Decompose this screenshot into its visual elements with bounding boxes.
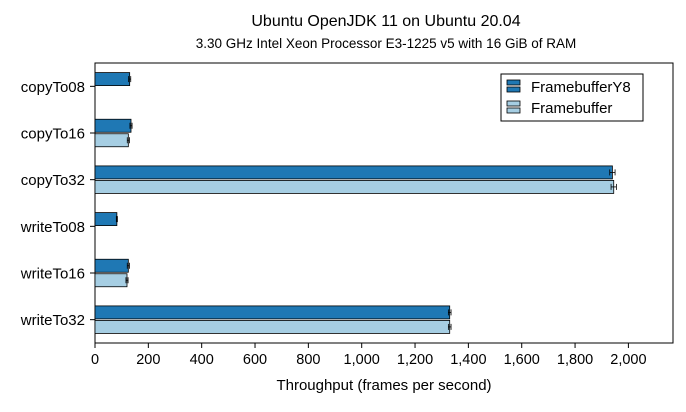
legend: FramebufferY8 Framebuffer <box>500 73 644 122</box>
bar-framebuffery8-copyto16 <box>94 118 132 133</box>
x-axis-label: Throughput (frames per second) <box>276 377 491 394</box>
legend-label-framebuffery8: FramebufferY8 <box>531 79 631 96</box>
legend-swatch-framebuffer <box>506 107 521 114</box>
bar-framebuffery8-writeto16 <box>94 258 129 273</box>
bar-framebuffer-copyto16 <box>94 133 129 148</box>
bar-framebuffer-copyto32 <box>94 180 615 194</box>
x-tick-label: 600 <box>243 352 267 368</box>
bar-framebuffery8-copyto32 <box>94 165 613 180</box>
bar-framebuffery8-copyto08 <box>94 72 131 86</box>
category-label-copyto08: copyTo08 <box>21 79 85 96</box>
x-tick-label: 200 <box>136 352 160 368</box>
category-label-writeto32: writeTo32 <box>20 312 85 329</box>
bar-framebuffery8-writeto08 <box>94 212 118 226</box>
category-labels: copyTo08 copyTo16 copyTo32 writeTo08 writeTo… <box>20 79 95 329</box>
x-tick-label: 1,000 <box>344 352 380 368</box>
x-tick-label: 1,600 <box>504 352 540 368</box>
legend-label-framebuffer: Framebuffer <box>531 100 612 117</box>
x-tick-label: 400 <box>190 352 214 368</box>
plot-area <box>94 62 674 344</box>
chart-subtitle: 3.30 GHz Intel Xeon Processor E3-1225 v5… <box>196 36 576 51</box>
x-tick-label: 1,400 <box>450 352 486 368</box>
category-label-writeto08: writeTo08 <box>20 219 85 236</box>
category-label-copyto16: copyTo16 <box>21 126 85 143</box>
bar-framebuffer-writeto32 <box>94 320 451 334</box>
legend-swatch-framebuffer <box>506 100 521 107</box>
category-label-copyto32: copyTo32 <box>21 172 85 189</box>
legend-box <box>500 73 644 122</box>
x-tick-label: 800 <box>296 352 320 368</box>
bar-framebuffer-writeto16 <box>94 273 128 288</box>
x-tick-label: 1,800 <box>557 352 593 368</box>
legend-swatch-framebuffery8 <box>506 79 521 86</box>
x-axis: 0 200 400 600 800 1,000 1,200 1,400 1,600 1,800 2,… <box>91 343 647 368</box>
x-tick-label: 0 <box>91 352 99 368</box>
x-tick-label: 1,200 <box>397 352 433 368</box>
category-label-writeto16: writeTo16 <box>20 266 85 283</box>
legend-swatch-framebuffery8 <box>506 86 521 93</box>
bars-group <box>94 72 617 334</box>
bar-framebuffery8-writeto32 <box>94 305 451 320</box>
x-tick-label: 2,000 <box>610 352 646 368</box>
chart-title: Ubuntu OpenJDK 11 on Ubuntu 20.04 <box>251 13 520 30</box>
